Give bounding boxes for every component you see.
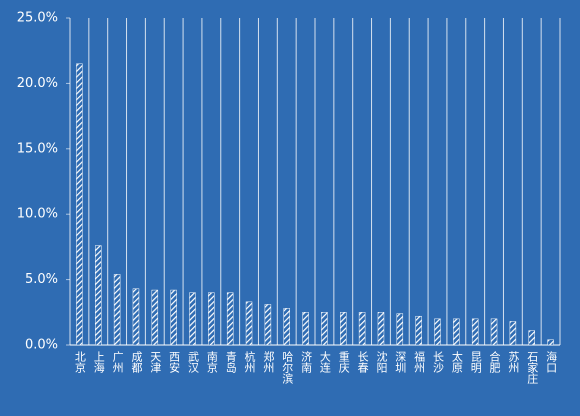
bar [189,292,196,346]
bar [471,318,479,346]
bar [113,274,121,346]
x-tick-label: 杭州 [243,350,256,373]
x-tick-label: 上海 [92,351,105,374]
bar [434,318,441,346]
x-tick-label: 南京 [205,351,218,374]
x-tick-label: 长春 [356,351,369,374]
x-tick-label: 成都 [130,351,143,373]
bar [264,304,272,346]
bar [358,312,366,346]
y-tick-label: 25.0% [17,11,58,26]
x-tick-label: 武汉 [187,351,200,374]
bar [377,312,385,346]
y-tick-label: 0.0% [25,338,58,353]
x-tick-label: 西安 [168,351,181,374]
bar [208,292,215,346]
x-tick-label: 青岛 [224,351,237,374]
x-tick-label: 海口 [545,350,558,373]
x-tick-label: 重庆 [337,350,350,374]
x-tick-label: 合肥 [488,350,501,373]
x-tick-label: 广州 [111,351,124,373]
bar [528,330,535,346]
bar [170,289,177,346]
x-tick-label: 大连 [318,350,331,373]
x-tick-label: 郑州 [262,350,275,373]
x-tick-label: 沈阳 [375,350,388,373]
bar [226,292,234,346]
bar [95,245,102,346]
y-tick-label: 15.0% [17,141,58,156]
bar [396,313,404,346]
bar [76,63,83,346]
bar [302,312,309,346]
y-tick-label: 5.0% [25,272,58,287]
x-tick-label: 苏州 [507,351,520,373]
x-tick-label: 石家庄 [526,351,539,385]
x-tick-label: 昆明 [469,351,482,374]
bar [453,318,460,346]
x-tick-label: 哈尔滨 [281,351,294,385]
bar [490,318,498,346]
x-tick-label: 济南 [300,350,313,373]
bar [283,308,290,346]
x-tick-label: 太原 [450,351,463,373]
bar [245,301,253,346]
bar [321,312,328,346]
bar [415,315,422,346]
x-tick-label: 深圳 [394,351,407,373]
bar [132,288,140,346]
bar [151,289,159,346]
x-tick-label: 北京 [73,351,86,374]
x-tick-label: 福州 [413,350,426,373]
y-tick-label: 20.0% [17,76,58,91]
bar [340,312,347,346]
y-tick-label: 10.0% [17,207,58,222]
bar [547,339,554,346]
x-tick-label: 长沙 [432,351,445,373]
bar [509,321,517,346]
x-tick-label: 天津 [149,351,162,373]
